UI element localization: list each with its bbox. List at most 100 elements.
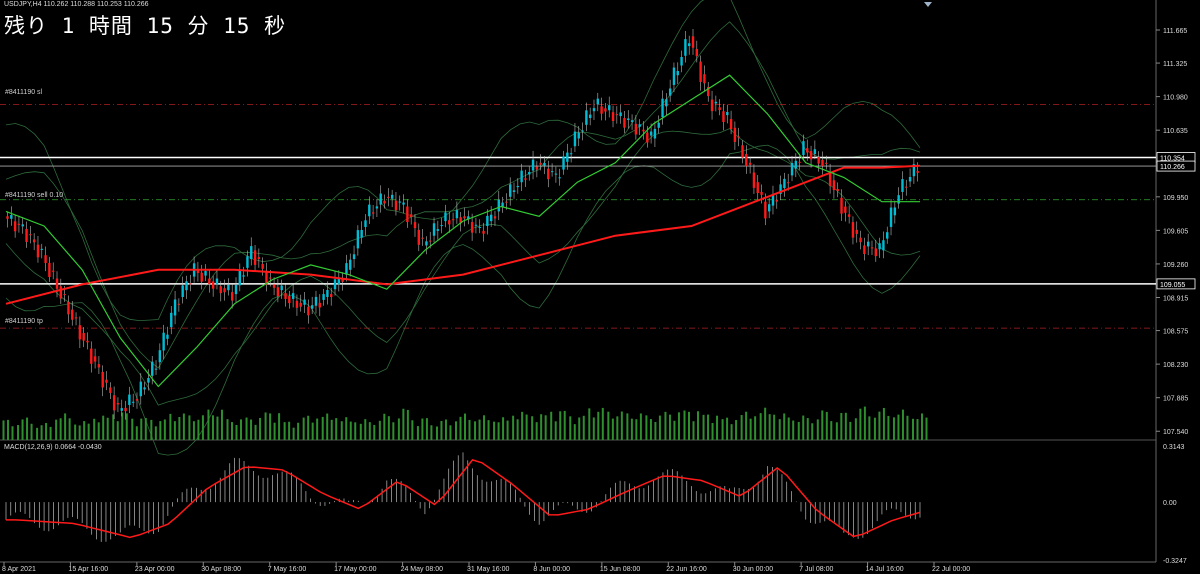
candle-body bbox=[478, 227, 481, 229]
volume-bar bbox=[292, 427, 295, 440]
volume-bar bbox=[688, 411, 690, 440]
candle-body bbox=[211, 281, 215, 289]
candle-body bbox=[413, 222, 417, 229]
candle-body bbox=[543, 162, 546, 166]
volume-bar bbox=[135, 426, 138, 440]
candle-body bbox=[352, 254, 356, 260]
time-tick-label: 14 Jul 16:00 bbox=[866, 566, 904, 573]
volume-bar bbox=[745, 411, 748, 440]
candle-body bbox=[657, 122, 660, 128]
time-tick-label: 22 Jul 00:00 bbox=[932, 566, 970, 573]
volume-bar bbox=[468, 419, 471, 440]
candle-body bbox=[520, 170, 523, 183]
volume-bar bbox=[188, 415, 191, 440]
candle-body bbox=[577, 132, 580, 139]
volume-bar bbox=[749, 418, 752, 440]
candle-body bbox=[151, 361, 154, 376]
time-tick-label: 31 May 16:00 bbox=[467, 566, 510, 573]
candle-body bbox=[501, 202, 504, 207]
volume-bar bbox=[216, 416, 219, 440]
candle-body bbox=[409, 214, 413, 217]
price-tick-label: 110.980 bbox=[1163, 95, 1188, 102]
volume-bar bbox=[535, 422, 538, 440]
candle-body bbox=[554, 173, 558, 175]
candle-body bbox=[322, 294, 325, 300]
candle-body bbox=[280, 285, 283, 291]
volume-bar bbox=[378, 420, 381, 440]
candle-body bbox=[242, 275, 245, 277]
volume-bar bbox=[540, 414, 543, 440]
candle-body bbox=[828, 171, 832, 186]
volume-bar bbox=[601, 407, 604, 440]
candle-body bbox=[726, 112, 729, 116]
candle-body bbox=[120, 408, 123, 411]
volume-bar bbox=[597, 411, 600, 440]
volume-bar bbox=[925, 417, 928, 440]
volume-bar bbox=[64, 413, 67, 440]
candle-body bbox=[208, 278, 211, 285]
candle-body bbox=[787, 182, 790, 184]
volume-bar bbox=[668, 414, 671, 440]
candle-body bbox=[234, 284, 238, 295]
volume-bar bbox=[802, 415, 805, 440]
volume-bar bbox=[211, 415, 214, 440]
candle-body bbox=[387, 196, 390, 199]
time-tick-label: 24 May 08:00 bbox=[401, 566, 444, 573]
volume-bar bbox=[269, 413, 272, 440]
order-sell-label: #8411190 sell 0.10 bbox=[5, 192, 64, 199]
candle-body bbox=[627, 118, 630, 120]
volume-bar bbox=[521, 411, 524, 440]
volume-bar bbox=[435, 426, 438, 440]
time-tick-label: 22 Jun 16:00 bbox=[666, 566, 707, 573]
candle-body bbox=[265, 270, 268, 285]
time-tick-label: 15 Jun 08:00 bbox=[600, 566, 641, 573]
candle-body bbox=[482, 230, 485, 234]
volume-bar bbox=[816, 419, 819, 440]
candle-body bbox=[897, 195, 900, 204]
candle-body bbox=[851, 222, 855, 238]
macd-signal-line bbox=[6, 459, 921, 539]
candle-body bbox=[676, 70, 679, 76]
candle-body bbox=[444, 212, 447, 222]
volume-bar bbox=[264, 412, 267, 440]
volume-bar bbox=[45, 422, 48, 440]
candle-body bbox=[611, 112, 615, 122]
volume-bar bbox=[278, 413, 281, 440]
volume-bar bbox=[735, 420, 738, 440]
volume-bar bbox=[487, 420, 490, 440]
volume-bar bbox=[116, 421, 119, 440]
candle-body bbox=[809, 151, 813, 160]
candle-body bbox=[40, 248, 43, 250]
volume-bar bbox=[559, 411, 562, 440]
candle-body bbox=[90, 348, 93, 364]
volume-bar bbox=[544, 415, 547, 440]
candle-body bbox=[48, 262, 51, 277]
candle-body bbox=[619, 112, 622, 117]
volume-bar bbox=[887, 415, 890, 440]
volume-bar bbox=[592, 417, 595, 440]
candle-body bbox=[459, 217, 462, 224]
candle-body bbox=[756, 182, 759, 194]
candle-body bbox=[429, 240, 432, 242]
volume-bar bbox=[335, 418, 338, 440]
candle-body bbox=[600, 106, 603, 114]
candle-body bbox=[691, 36, 695, 48]
candle-body bbox=[246, 256, 249, 268]
candle-body bbox=[703, 74, 706, 84]
volume-bar bbox=[654, 422, 657, 440]
candle-body bbox=[398, 201, 401, 203]
volume-bar bbox=[421, 418, 424, 440]
candle-body bbox=[333, 279, 337, 290]
candle-body bbox=[131, 401, 135, 403]
volume-bar bbox=[182, 413, 185, 440]
volume-bar bbox=[825, 411, 828, 440]
candle-body bbox=[204, 271, 207, 276]
candle-body bbox=[866, 241, 870, 247]
volume-bar bbox=[297, 422, 300, 440]
moving-average-line bbox=[5, 74, 920, 388]
volume-bar bbox=[726, 417, 729, 440]
candle-body bbox=[642, 129, 645, 132]
volume-bar bbox=[531, 416, 534, 440]
candle-body bbox=[379, 193, 382, 205]
